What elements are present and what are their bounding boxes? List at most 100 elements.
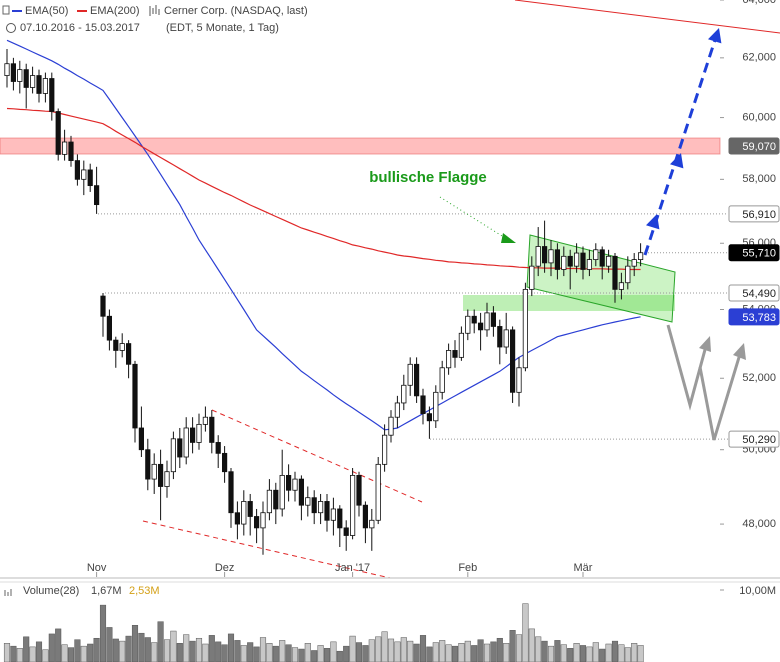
candle-body (138, 427, 144, 451)
candle-body (567, 255, 573, 267)
volume-bar (349, 635, 356, 662)
candle-body (452, 350, 458, 358)
candle-body (29, 75, 36, 88)
candle-body (612, 255, 618, 290)
level-label: 50,290 (742, 434, 776, 446)
volume-bar (528, 628, 535, 662)
volume-bar (10, 645, 17, 662)
candle-body (580, 252, 586, 270)
candle-body (561, 255, 567, 270)
candle-body (42, 78, 49, 94)
period-note: (EDT, 5 Monate, 1 Tag) (166, 22, 279, 34)
volume-bar (413, 643, 420, 662)
candle-body (554, 249, 561, 270)
candle-body (241, 501, 247, 525)
arrow-head (708, 28, 722, 44)
volume-bar (42, 649, 49, 662)
candle-body (17, 69, 23, 82)
candle-body (285, 474, 292, 491)
volume-bar (151, 642, 158, 662)
candle-body (209, 416, 215, 443)
volume-bar (138, 632, 145, 662)
y-tick-label: 64,000 (742, 0, 776, 6)
arrow-head (733, 343, 746, 360)
volume-bar (285, 644, 292, 662)
x-tick-label: Dez (215, 562, 235, 574)
volume-bar (541, 640, 548, 662)
candle-body (68, 141, 74, 161)
legend-label: EMA(200) (90, 5, 140, 17)
candle-body (292, 478, 298, 491)
volume-bar (515, 634, 523, 662)
candle-body (375, 463, 381, 521)
level-box (728, 244, 780, 262)
candle-body (247, 501, 253, 517)
volume-bar (29, 646, 36, 662)
volume-bar (259, 637, 267, 662)
candle-body (574, 252, 580, 267)
volume-bar (483, 643, 491, 662)
arrow-head (699, 336, 711, 352)
volume-bar (343, 645, 350, 662)
candle-body (337, 508, 343, 529)
volume-bar (599, 648, 606, 662)
volume-bar (23, 636, 30, 662)
level-box (728, 430, 780, 448)
candle-body (62, 141, 68, 155)
candle-body (132, 363, 138, 429)
candle-body (202, 416, 208, 425)
candle-body (81, 169, 87, 180)
candle-body (356, 474, 362, 506)
candle-body (388, 416, 394, 436)
volume-bar (522, 603, 529, 662)
candle-body (330, 508, 337, 521)
candle-body (394, 402, 401, 418)
level-box (728, 205, 780, 223)
candle-body (228, 471, 234, 514)
candle-body (100, 295, 106, 317)
candle-body (74, 160, 80, 180)
volume-bar (458, 643, 465, 662)
volume-bar (445, 644, 452, 662)
volume-bar (394, 641, 401, 662)
candle-body (433, 391, 439, 422)
volume-bar (221, 644, 228, 662)
volume-bar (93, 637, 100, 662)
candle-body (94, 185, 100, 206)
candle-body (381, 434, 388, 465)
volume-bar (227, 633, 235, 662)
candle-body (234, 512, 240, 525)
volume-bar (298, 648, 305, 662)
candle-body (266, 489, 273, 514)
candle-body (490, 312, 497, 327)
ema-line (6, 107, 641, 271)
volume-bar (605, 643, 612, 662)
level-label: 56,910 (742, 209, 776, 221)
trend-line (514, 0, 780, 34)
volume-legend: 2,53M (129, 585, 160, 597)
volume-bar (477, 639, 484, 662)
volume-bar (419, 635, 427, 662)
candle-body (324, 501, 330, 521)
ema-line (6, 39, 641, 431)
candle-body (10, 63, 16, 82)
candle-body (401, 384, 407, 404)
volume-bar (55, 628, 62, 662)
volume-bar (131, 625, 139, 662)
candle-body (343, 527, 349, 536)
volume-bar (202, 643, 209, 662)
volume-bar (67, 647, 75, 662)
candle-body (407, 363, 413, 386)
candle-body (311, 497, 317, 514)
volume-bar (195, 637, 203, 662)
candle-body (170, 438, 176, 473)
candle-body (106, 315, 112, 341)
triangle-upper (211, 409, 423, 503)
annotations-back (0, 0, 780, 583)
volume-bar (426, 646, 433, 662)
volume-bar (586, 646, 593, 662)
candle-icon (149, 5, 160, 16)
candle-body (516, 367, 522, 393)
volume-bar (99, 604, 107, 662)
volume-bar (272, 645, 279, 662)
